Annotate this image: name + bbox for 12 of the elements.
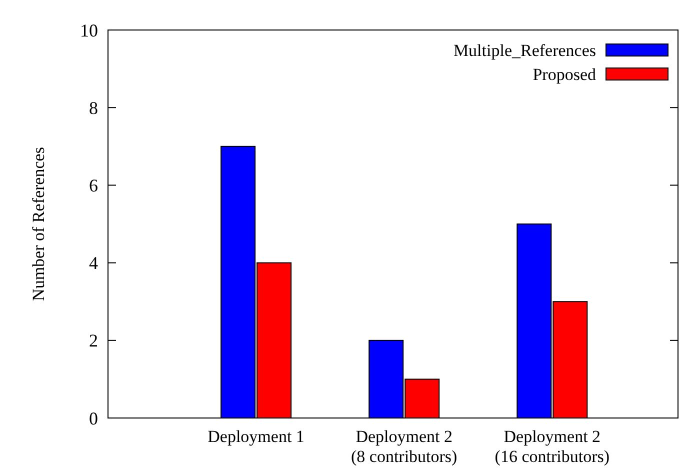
y-tick-label: 2 bbox=[89, 330, 98, 351]
y-tick-label: 4 bbox=[89, 253, 98, 274]
x-tick-label: Deployment 2 (16 contributors) bbox=[494, 427, 610, 466]
legend-label: Multiple_References bbox=[453, 40, 596, 60]
x-tick-label: Deployment 2 (8 contributors) bbox=[350, 427, 458, 466]
y-tick-label: 10 bbox=[80, 20, 98, 40]
y-axis-title: Number of References bbox=[29, 147, 48, 301]
y-tick-label: 0 bbox=[89, 408, 98, 428]
y-tick-label: 8 bbox=[89, 98, 98, 118]
y-tick-label: 6 bbox=[89, 176, 98, 196]
legend-label: Proposed bbox=[532, 64, 596, 84]
x-tick-label: Deployment 1 bbox=[208, 427, 304, 446]
